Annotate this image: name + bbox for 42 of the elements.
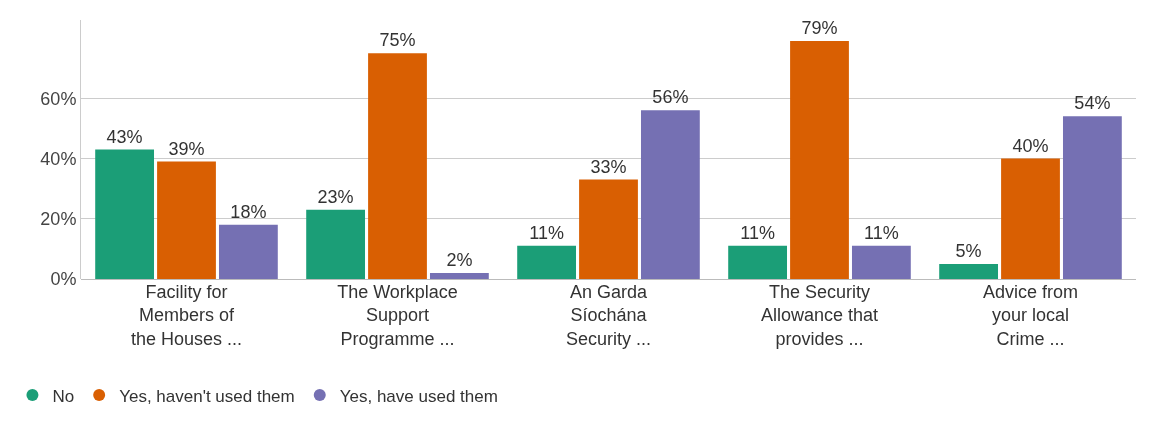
bar bbox=[218, 224, 278, 279]
x-tick-label: Facility for Members of the Houses ... bbox=[130, 282, 243, 349]
data-label: 11% bbox=[740, 222, 775, 243]
legend-label: Yes, have used them bbox=[339, 386, 498, 406]
x-tick-label: An Garda Síochána Security ... bbox=[565, 282, 652, 349]
data-label: 11% bbox=[529, 222, 564, 243]
y-tick-label: 40% bbox=[40, 148, 77, 169]
data-label: 43% bbox=[106, 126, 143, 147]
x-tick-label: Advice from your local Crime ... bbox=[982, 282, 1079, 349]
bar bbox=[429, 272, 489, 279]
y-tick-label: 60% bbox=[40, 88, 77, 109]
data-label: 75% bbox=[379, 30, 416, 51]
bar bbox=[851, 245, 911, 279]
bar bbox=[368, 53, 427, 279]
data-label: 23% bbox=[317, 186, 354, 207]
bar bbox=[517, 245, 577, 279]
bar bbox=[157, 161, 216, 279]
data-label: 18% bbox=[230, 201, 267, 222]
bar bbox=[95, 149, 155, 279]
x-tick-label: The Security Allowance that provides ... bbox=[760, 282, 879, 349]
legend-label: No bbox=[52, 386, 75, 406]
data-label: 33% bbox=[590, 156, 627, 177]
bar bbox=[728, 245, 788, 279]
y-tick-label: 0% bbox=[50, 269, 77, 290]
data-label: 2% bbox=[446, 249, 473, 270]
bar bbox=[790, 41, 849, 279]
x-tick-label: The Workplace Support Programme ... bbox=[337, 282, 458, 349]
bar bbox=[1001, 158, 1060, 279]
bar bbox=[306, 209, 366, 279]
bar bbox=[640, 110, 700, 279]
data-label: 5% bbox=[955, 240, 982, 261]
bar bbox=[579, 179, 638, 279]
legend-label: Yes, haven't used them bbox=[119, 386, 295, 406]
data-label: 39% bbox=[168, 138, 205, 159]
data-label: 40% bbox=[1012, 135, 1049, 156]
data-label: 56% bbox=[652, 87, 689, 108]
bar bbox=[939, 263, 999, 279]
bar bbox=[1062, 116, 1122, 279]
data-label: 54% bbox=[1074, 93, 1111, 114]
data-label: 11% bbox=[864, 222, 899, 243]
data-label: 79% bbox=[801, 18, 838, 39]
y-tick-label: 20% bbox=[40, 209, 77, 230]
